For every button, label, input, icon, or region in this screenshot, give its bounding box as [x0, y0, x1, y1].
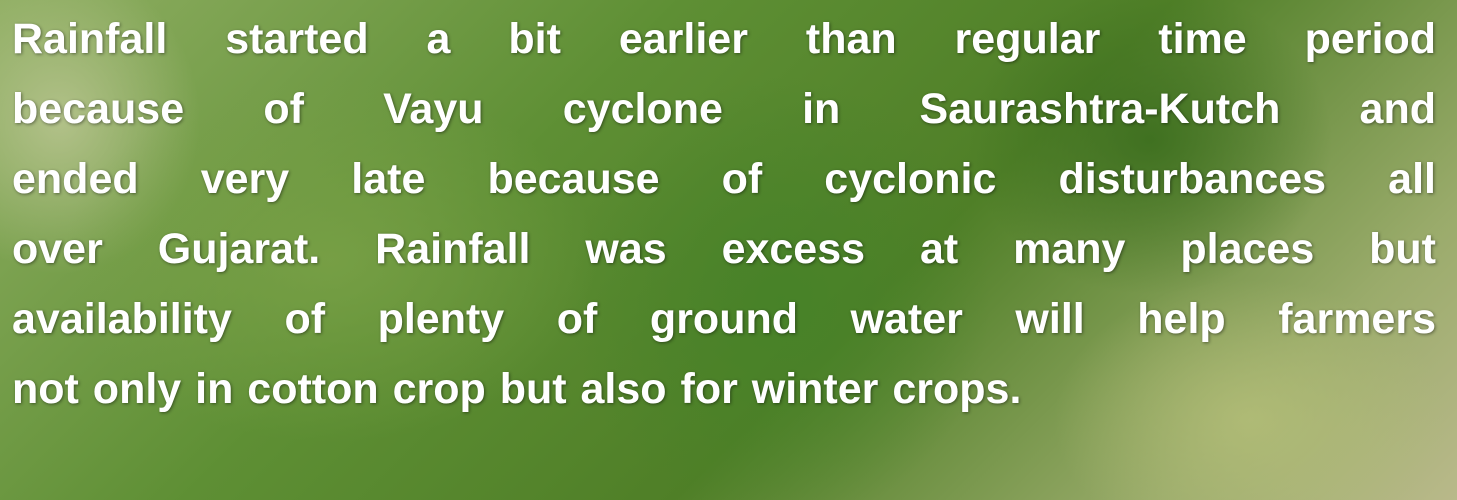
text-line: availability of plenty of ground water w… [12, 284, 1436, 354]
text-line: over Gujarat. Rainfall was excess at man… [12, 214, 1436, 284]
text-line: Rainfall started a bit earlier than regu… [12, 4, 1436, 74]
text-line: not only in cotton crop but also for win… [12, 354, 1436, 424]
paragraph: Rainfall started a bit earlier than regu… [12, 4, 1436, 424]
text-line: ended very late because of cyclonic dist… [12, 144, 1436, 214]
text-line: because of Vayu cyclone in Saurashtra-Ku… [12, 74, 1436, 144]
slide: Rainfall started a bit earlier than regu… [0, 0, 1457, 500]
